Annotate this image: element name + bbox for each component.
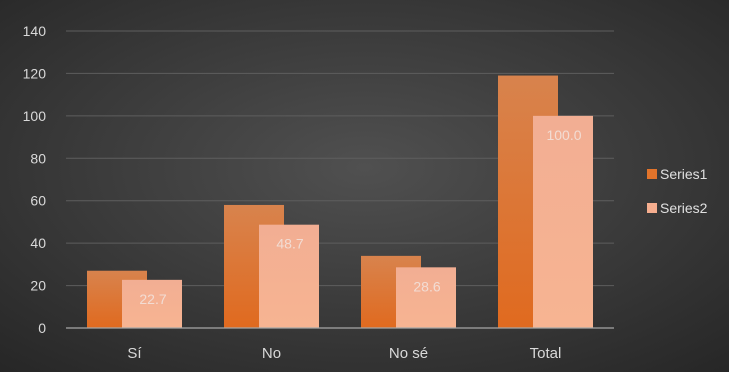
category-label: No sé xyxy=(389,345,428,362)
bar-series2-1 xyxy=(259,224,319,328)
y-tick-label: 140 xyxy=(23,23,47,39)
y-tick-label: 60 xyxy=(30,193,46,209)
y-tick-label: 80 xyxy=(30,150,46,166)
y-tick-label: 100 xyxy=(23,108,47,124)
y-axis-ticks: 0 20 40 60 80 100 120 140 xyxy=(23,23,47,336)
legend-label: Series1 xyxy=(660,166,708,182)
y-tick-label: 120 xyxy=(23,65,47,81)
data-label: 28.6 xyxy=(413,278,440,294)
category-label: Sí xyxy=(127,345,142,362)
data-label: 100.0 xyxy=(546,127,581,143)
y-tick-label: 0 xyxy=(38,320,46,336)
data-labels: 22.7 48.7 28.6 100.0 xyxy=(139,127,581,307)
data-label: 48.7 xyxy=(276,236,303,252)
data-label: 22.7 xyxy=(139,291,166,307)
y-tick-label: 20 xyxy=(30,278,46,294)
legend-label: Series2 xyxy=(660,200,708,216)
bar-series2-0 xyxy=(122,279,182,328)
legend-swatch xyxy=(647,169,657,179)
bar-series2-2 xyxy=(396,267,456,328)
bars xyxy=(87,75,593,328)
category-label: Total xyxy=(530,345,562,362)
bar-series2-3 xyxy=(533,115,593,328)
legend-swatch xyxy=(647,203,657,213)
y-tick-label: 40 xyxy=(30,235,46,251)
category-labels: Sí No No sé Total xyxy=(127,345,561,362)
category-label: No xyxy=(262,345,281,362)
legend: Series1 Series2 xyxy=(647,166,708,216)
